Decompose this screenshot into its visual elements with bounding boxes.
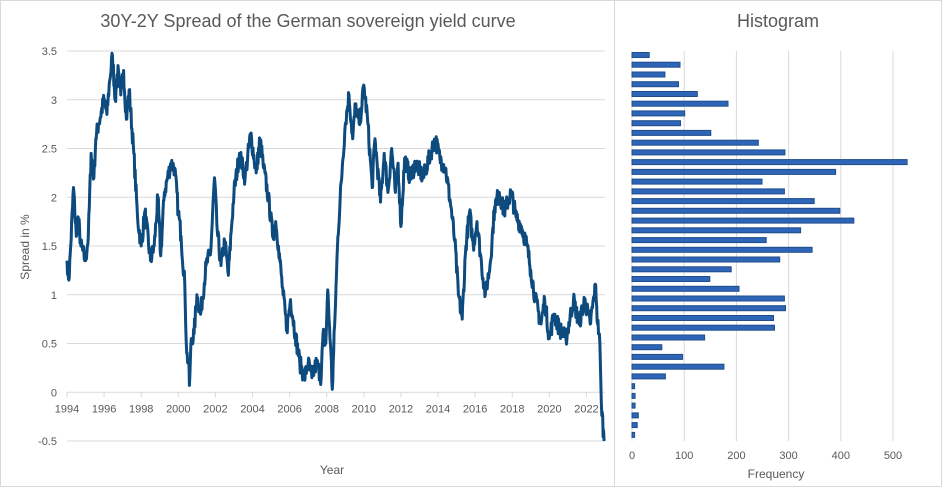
y-tick-label: 0.5 (42, 339, 57, 351)
histogram-x-axis-label: Frequency (748, 467, 805, 481)
histogram-bar (631, 139, 759, 146)
x-tick-label: 2006 (277, 403, 301, 415)
x-tick-label: 1996 (92, 403, 116, 415)
hist-x-tick-label: 200 (727, 450, 745, 462)
histogram-bar (631, 217, 855, 224)
histogram-bar (631, 276, 711, 282)
histogram-bar (631, 402, 636, 409)
y-tick-label: 1 (51, 290, 57, 302)
histogram-bars (631, 52, 908, 438)
histogram-bar (631, 412, 639, 419)
histogram-bar (631, 383, 636, 390)
y-axis-label: Spread in % (18, 214, 32, 280)
histogram-bar (631, 422, 638, 429)
histogram-bar (631, 373, 666, 380)
line-chart-y-ticks: -0.5 0 0.5 1 1.5 2 2.5 3 3.5 (38, 46, 57, 448)
x-tick-label: 2008 (314, 403, 338, 415)
histogram-bar (631, 149, 786, 156)
x-tick-label: 1998 (129, 403, 153, 415)
histogram-bar (631, 285, 740, 292)
histogram-bar (631, 91, 698, 97)
x-tick-label: 2018 (500, 403, 524, 415)
hist-x-tick-label: 300 (779, 450, 797, 462)
histogram-bar (631, 81, 679, 88)
histogram-bar (631, 334, 706, 341)
x-tick-label: 2002 (203, 403, 227, 415)
x-tick-label: 2014 (426, 403, 450, 415)
histogram-bar (631, 363, 725, 370)
histogram-panel: Histogram 0 100 200 300 400 500 Frequency (614, 0, 942, 487)
hist-x-tick-label: 400 (832, 450, 850, 462)
hist-x-tick-label: 100 (675, 450, 693, 462)
histogram-bar (631, 188, 785, 195)
hist-x-tick-label: 500 (884, 450, 902, 462)
x-tick-label: 1994 (55, 403, 79, 415)
line-chart-x-ticks: 1994 1996 1998 2000 2002 2004 2006 2008 2010 2012… (55, 392, 599, 415)
line-chart-panel: 30Y-2Y Spread of the German sovereign yi… (0, 0, 615, 487)
histogram-bar (631, 353, 684, 360)
x-tick-label: 2016 (463, 403, 487, 415)
y-tick-label: 0 (51, 387, 57, 399)
histogram-bar (631, 207, 841, 214)
histogram-bar (631, 71, 666, 78)
x-tick-label: 2020 (537, 403, 561, 415)
y-tick-label: -0.5 (38, 436, 57, 448)
histogram-bar (631, 266, 732, 273)
histogram-gridlines (631, 51, 894, 441)
histogram-x-ticks: 0 100 200 300 400 500 (629, 450, 902, 462)
histogram-title: Histogram (737, 11, 819, 31)
x-tick-label: 2022 (574, 403, 598, 415)
histogram-bar (631, 110, 686, 117)
histogram-bar (631, 61, 681, 68)
y-tick-label: 2.5 (42, 144, 57, 156)
x-tick-label: 2004 (240, 403, 264, 415)
spread-line (65, 51, 606, 442)
histogram-bar (631, 237, 767, 244)
histogram-bar (631, 159, 908, 166)
histogram-bar (631, 129, 712, 136)
histogram-bar (631, 256, 781, 263)
x-tick-label: 2012 (389, 403, 413, 415)
histogram-bar (631, 431, 636, 438)
line-chart-series (65, 51, 606, 442)
histogram-bar (631, 52, 650, 58)
histogram-bar (631, 100, 729, 107)
histogram-bar (631, 305, 786, 312)
hist-x-tick-label: 0 (629, 450, 635, 462)
histogram-chart: Histogram 0 100 200 300 400 500 Frequency (629, 11, 908, 481)
histogram-bar (631, 178, 763, 185)
y-tick-label: 1.5 (42, 241, 57, 253)
histogram-bar (631, 324, 775, 331)
histogram-bar (631, 120, 681, 127)
histogram-bar (631, 295, 785, 302)
histogram-bar (631, 344, 663, 351)
histogram-bar (631, 227, 802, 234)
x-tick-label: 2010 (352, 403, 376, 415)
x-tick-label: 2000 (166, 403, 190, 415)
line-chart: 30Y-2Y Spread of the German sovereign yi… (18, 11, 606, 477)
histogram-bar (631, 246, 813, 253)
y-tick-label: 2 (51, 192, 57, 204)
histogram-bar (631, 198, 815, 205)
histogram-bar (631, 315, 774, 321)
histogram-bar (631, 392, 636, 399)
y-tick-label: 3 (51, 95, 57, 107)
y-tick-label: 3.5 (42, 46, 57, 58)
line-chart-title: 30Y-2Y Spread of the German sovereign yi… (100, 11, 515, 31)
x-axis-label: Year (320, 463, 344, 477)
histogram-bar (631, 168, 837, 175)
